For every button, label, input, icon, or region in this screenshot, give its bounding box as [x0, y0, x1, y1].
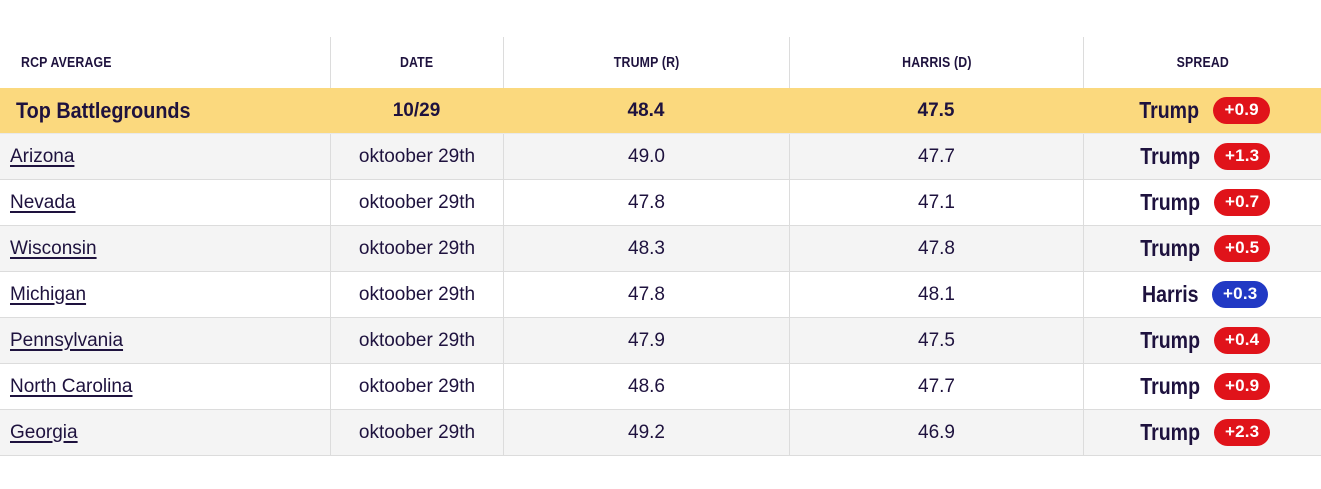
spread-group: Trump +0.5 — [1135, 235, 1271, 262]
spread-group: Trump +0.9 — [1135, 373, 1271, 400]
spread-badge: +0.7 — [1213, 189, 1271, 216]
spread-cell: Trump +0.9 — [1083, 88, 1321, 133]
harris-cell: 47.5 — [789, 318, 1083, 363]
spread-cell: Trump +0.7 — [1083, 180, 1321, 225]
spread-leader: Trump — [1139, 189, 1200, 215]
table-row: Arizona oktoober 29th 49.0 47.7 Trump +1… — [0, 134, 1321, 180]
spread-leader: Trump — [1139, 327, 1200, 353]
state-cell: Arizona — [0, 134, 330, 179]
date-cell: oktoober 29th — [330, 272, 503, 317]
spread-group: Trump +1.3 — [1135, 143, 1271, 170]
summary-label: Top Battlegrounds — [16, 97, 191, 123]
trump-cell: 49.0 — [503, 134, 789, 179]
table-row: North Carolina oktoober 29th 48.6 47.7 T… — [0, 364, 1321, 410]
spread-cell: Harris +0.3 — [1083, 272, 1321, 317]
spread-badge: +0.4 — [1213, 327, 1271, 354]
harris-cell: 47.8 — [789, 226, 1083, 271]
spread-group: Trump +0.4 — [1135, 327, 1271, 354]
harris-cell: 48.1 — [789, 272, 1083, 317]
spread-cell: Trump +1.3 — [1083, 134, 1321, 179]
table-header-row: RCP AVERAGE DATE TRUMP (R) HARRIS (D) SP… — [0, 37, 1321, 88]
state-link[interactable]: Arizona — [10, 145, 75, 167]
spread-group: Trump +2.3 — [1135, 419, 1271, 446]
date-cell: oktoober 29th — [330, 226, 503, 271]
harris-cell: 47.5 — [917, 99, 955, 121]
polling-table: RCP AVERAGE DATE TRUMP (R) HARRIS (D) SP… — [0, 37, 1321, 456]
table-row: Pennsylvania oktoober 29th 47.9 47.5 Tru… — [0, 318, 1321, 364]
state-link[interactable]: Wisconsin — [10, 237, 97, 259]
header-label: SPREAD — [1176, 54, 1229, 71]
header-label: HARRIS (D) — [901, 54, 972, 71]
state-cell: Nevada — [0, 180, 330, 225]
state-cell: Georgia — [0, 410, 330, 455]
header-label: RCP AVERAGE — [21, 54, 112, 71]
state-link[interactable]: Michigan — [10, 283, 87, 305]
spread-badge: +2.3 — [1213, 419, 1271, 446]
spread-group: Trump +0.9 — [1134, 97, 1270, 124]
header-rcp-average: RCP AVERAGE — [0, 37, 330, 88]
state-cell: Michigan — [0, 272, 330, 317]
summary-row-top-battlegrounds: Top Battlegrounds 10/29 48.4 47.5 Trump … — [0, 88, 1321, 134]
trump-cell: 48.3 — [503, 226, 789, 271]
state-link[interactable]: Nevada — [10, 191, 76, 213]
spread-leader: Harris — [1141, 281, 1199, 307]
date-cell: oktoober 29th — [330, 364, 503, 409]
spread-cell: Trump +2.3 — [1083, 410, 1321, 455]
spread-leader: Trump — [1139, 97, 1200, 123]
spread-badge: +0.9 — [1213, 97, 1270, 124]
table-row: Georgia oktoober 29th 49.2 46.9 Trump +2… — [0, 410, 1321, 456]
table-row: Nevada oktoober 29th 47.8 47.1 Trump +0.… — [0, 180, 1321, 226]
trump-cell: 47.8 — [503, 180, 789, 225]
trump-cell: 48.4 — [627, 99, 665, 121]
date-cell: 10/29 — [392, 99, 441, 121]
spread-badge: +0.5 — [1213, 235, 1271, 262]
header-harris: HARRIS (D) — [789, 37, 1083, 88]
date-cell: oktoober 29th — [330, 134, 503, 179]
header-label: TRUMP (R) — [613, 54, 680, 71]
spread-badge: +1.3 — [1213, 143, 1271, 170]
trump-cell: 47.8 — [503, 272, 789, 317]
state-link[interactable]: Georgia — [10, 421, 78, 443]
header-spread: SPREAD — [1083, 37, 1321, 88]
trump-cell: 47.9 — [503, 318, 789, 363]
spread-leader: Trump — [1139, 373, 1200, 399]
spread-group: Harris +0.3 — [1137, 281, 1269, 308]
state-cell: North Carolina — [0, 364, 330, 409]
spread-badge: +0.3 — [1212, 281, 1269, 308]
spread-leader: Trump — [1139, 419, 1200, 445]
date-cell: oktoober 29th — [330, 180, 503, 225]
trump-cell: 49.2 — [503, 410, 789, 455]
date-cell: oktoober 29th — [330, 410, 503, 455]
harris-cell: 47.7 — [789, 364, 1083, 409]
header-trump: TRUMP (R) — [503, 37, 789, 88]
spread-group: Trump +0.7 — [1135, 189, 1271, 216]
harris-cell: 47.1 — [789, 180, 1083, 225]
state-cell: Wisconsin — [0, 226, 330, 271]
spread-cell: Trump +0.9 — [1083, 364, 1321, 409]
spread-leader: Trump — [1139, 235, 1200, 261]
state-cell: Top Battlegrounds — [0, 88, 330, 133]
spread-badge: +0.9 — [1213, 373, 1271, 400]
state-link[interactable]: North Carolina — [10, 375, 133, 397]
date-cell: oktoober 29th — [330, 318, 503, 363]
state-link[interactable]: Pennsylvania — [10, 329, 124, 351]
harris-cell: 46.9 — [789, 410, 1083, 455]
trump-cell: 48.6 — [503, 364, 789, 409]
harris-cell: 47.7 — [789, 134, 1083, 179]
spread-leader: Trump — [1139, 143, 1200, 169]
header-label: DATE — [400, 54, 434, 71]
header-date: DATE — [330, 37, 503, 88]
spread-cell: Trump +0.4 — [1083, 318, 1321, 363]
table-row: Wisconsin oktoober 29th 48.3 47.8 Trump … — [0, 226, 1321, 272]
spread-cell: Trump +0.5 — [1083, 226, 1321, 271]
state-cell: Pennsylvania — [0, 318, 330, 363]
table-row: Michigan oktoober 29th 47.8 48.1 Harris … — [0, 272, 1321, 318]
